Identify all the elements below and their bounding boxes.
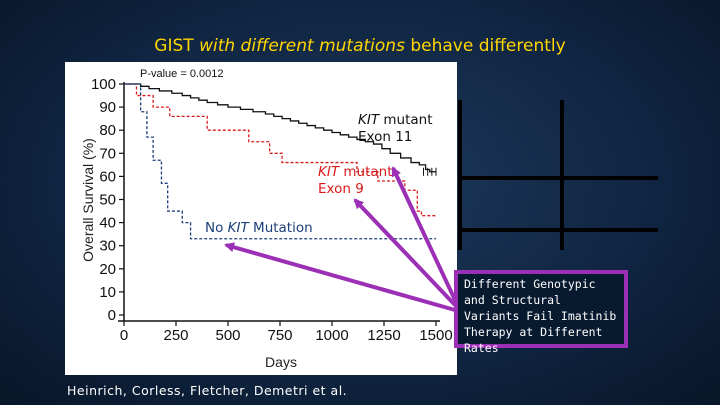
y-axis-label: Overall Survival (%) (80, 138, 96, 262)
label-exon11-line2: Exon 11 (358, 129, 412, 145)
decorative-bars (458, 100, 658, 250)
x-tick-label: 0 (120, 327, 128, 344)
label-exon11-line1: KIT mutant (358, 112, 433, 128)
y-tick-label: 10 (99, 284, 116, 301)
arrow-to-exon11 (391, 166, 457, 301)
y-tick-label: 90 (99, 99, 116, 116)
x-tick-label: 1250 (367, 327, 400, 344)
x-axis-label: Days (265, 354, 297, 370)
callout-arrows (224, 166, 457, 312)
x-tick-label: 1500 (419, 327, 452, 344)
citation: Heinrich, Corless, Fletcher, Demetri et … (67, 383, 348, 398)
x-tick-label: 250 (163, 327, 188, 344)
series-line-1 (124, 83, 436, 217)
y-tick-label: 60 (99, 168, 116, 185)
y-tick-label: 40 (99, 215, 116, 232)
label-exon9-line1: KIT mutant (318, 164, 393, 180)
series-line-2 (124, 83, 436, 240)
x-tick-label: 750 (267, 327, 292, 344)
y-tick-label: 20 (99, 261, 116, 278)
arrow-to-exon9 (353, 198, 457, 307)
chart-series (124, 83, 437, 240)
y-tick-label: 80 (99, 122, 116, 139)
callout-box: Different Genotypic and Structural Varia… (454, 270, 628, 355)
label-exon9-line2: Exon 9 (318, 181, 364, 197)
p-value-label: P-value = 0.0012 (140, 68, 223, 80)
x-tick-label: 500 (215, 327, 240, 344)
y-tick-label: 70 (99, 145, 116, 162)
x-tick-label: 1000 (315, 327, 348, 344)
series-line-0 (124, 83, 436, 173)
y-tick-label: 0 (108, 307, 116, 324)
y-tick-label: 50 (99, 192, 116, 209)
y-tick-label: 100 (91, 76, 116, 93)
slide-title: GIST with different mutations behave dif… (154, 36, 566, 56)
chart-axes (118, 82, 440, 322)
plot-panel (65, 62, 457, 375)
arrow-to-no-kit (224, 242, 456, 312)
y-tick-label: 30 (99, 238, 116, 255)
label-no-kit: No KIT Mutation (205, 220, 313, 236)
